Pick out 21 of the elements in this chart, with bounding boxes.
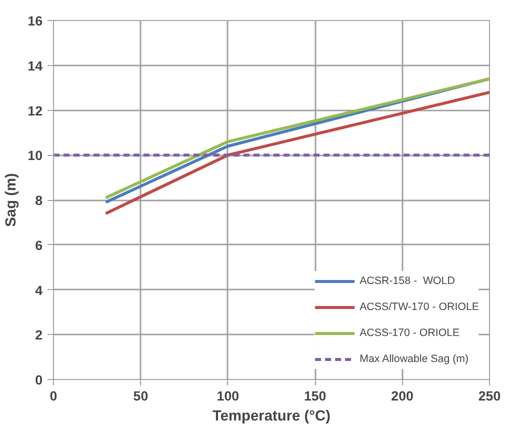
x-tick-label: 50 (133, 388, 148, 404)
y-tick-label: 12 (28, 103, 43, 118)
x-tick-label: 200 (391, 388, 414, 404)
y-tick-label: 16 (28, 14, 43, 28)
y-tick-label: 10 (28, 148, 43, 164)
y-tick-label: 14 (28, 58, 44, 74)
x-axis-title: Temperature (°C) (212, 408, 331, 424)
y-tick-label: 4 (35, 282, 44, 298)
y-tick-label: 8 (35, 193, 43, 208)
y-axis-title: Sag (m) (4, 173, 20, 227)
legend-label: ACSS/TW-170 - ORIOLE (360, 301, 479, 313)
legend-label: ACSR-158 - WOLD (360, 275, 455, 287)
x-tick-label: 250 (478, 388, 501, 404)
y-tick-label: 6 (35, 238, 43, 253)
x-tick-label: 150 (304, 388, 326, 404)
y-tick-label: 0 (35, 372, 43, 388)
x-tick-label: 100 (216, 388, 240, 404)
legend-label: Max Allowable Sag (m) (360, 353, 469, 365)
y-tick-label: 2 (35, 328, 43, 343)
legend-label: ACSS-170 - ORIOLE (360, 327, 460, 339)
x-tick-label: 0 (50, 388, 58, 404)
